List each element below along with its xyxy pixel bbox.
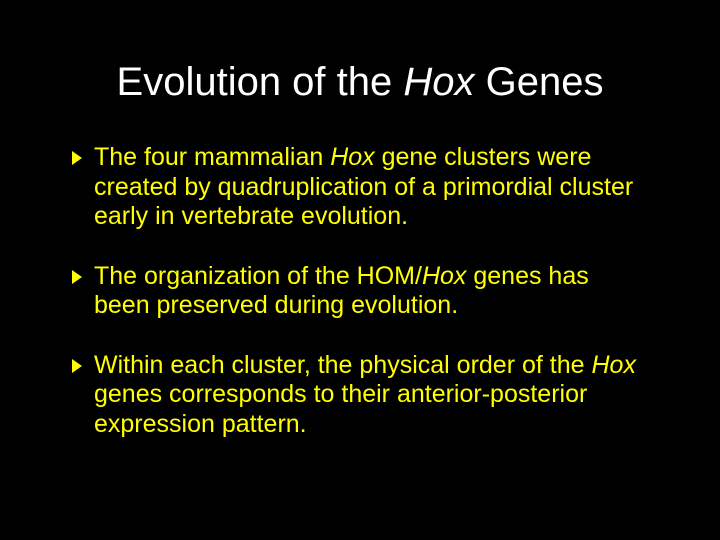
- bullet-list: The four mammalian Hox gene clusters wer…: [70, 143, 650, 439]
- slide-title: Evolution of the Hox Genes: [70, 60, 650, 105]
- bullet-item: The four mammalian Hox gene clusters wer…: [70, 143, 650, 232]
- bullet-item: Within each cluster, the physical order …: [70, 351, 650, 440]
- slide: Evolution of the Hox Genes The four mamm…: [0, 0, 720, 540]
- bullet-item: The organization of the HOM/Hox genes ha…: [70, 262, 650, 321]
